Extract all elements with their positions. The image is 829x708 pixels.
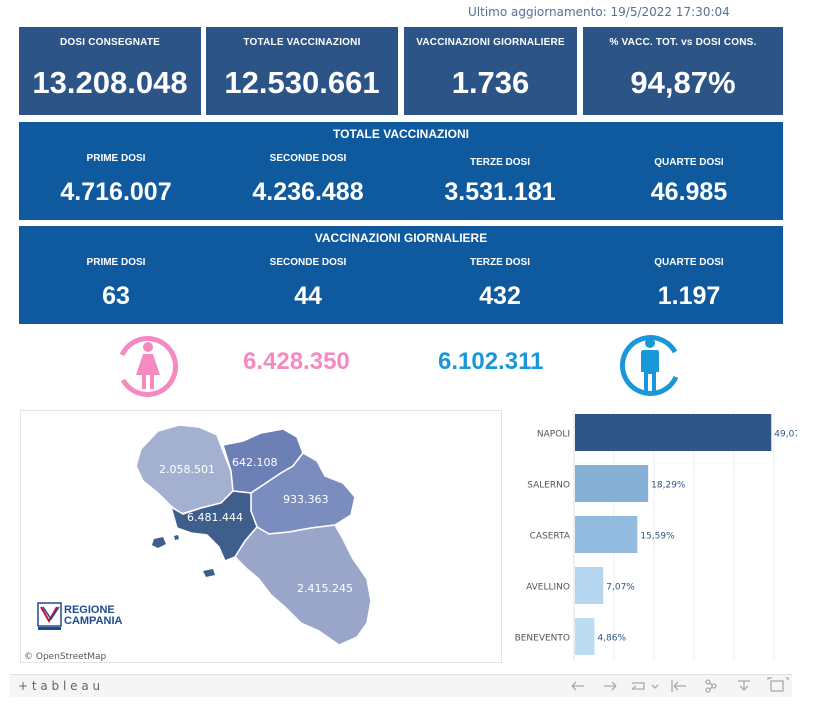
cell-value: 1.197 bbox=[657, 282, 721, 310]
female-count: 6.428.350 bbox=[243, 348, 350, 375]
bars: NAPOLI 49,07% SALERNO 18,29% CASERTA 15,59% AV… bbox=[515, 414, 797, 655]
male-count: 6.102.311 bbox=[438, 348, 544, 375]
tableau-logo[interactable]: + t a b l e a u bbox=[18, 679, 100, 693]
bar-category-label: BENEVENTO bbox=[515, 634, 570, 644]
cell-label: QUARTE DOSI bbox=[654, 157, 724, 168]
revert-icon[interactable] bbox=[631, 682, 659, 690]
cell-label: TERZE DOSI bbox=[469, 157, 530, 168]
cell-value: 4.716.007 bbox=[60, 178, 172, 206]
kpi-label: VACCINAZIONI GIORNALIERE bbox=[416, 37, 565, 48]
map-panel[interactable]: 2.058.501 642.108 933.363 6.481.444 2.41… bbox=[20, 410, 502, 663]
giornaliere-seconde-dosi: SECONDE DOSI 44 bbox=[228, 257, 388, 311]
bar-category-label: NAPOLI bbox=[537, 430, 570, 440]
map-label-benevento: 642.108 bbox=[232, 456, 278, 469]
osm-attribution[interactable]: © OpenStreetMap bbox=[24, 652, 107, 662]
campania-map[interactable]: 2.058.501 642.108 933.363 6.481.444 2.41… bbox=[21, 411, 501, 662]
kpi-vaccinazioni-giornaliere: VACCINAZIONI GIORNALIERE 1.736 bbox=[404, 27, 577, 115]
kpi-label: DOSI CONSEGNATE bbox=[59, 37, 161, 48]
cell-value: 44 bbox=[294, 282, 322, 310]
vaccinazioni-giornaliere-panel: VACCINAZIONI GIORNALIERE PRIME DOSI 63 S… bbox=[19, 226, 783, 324]
bar-value-label: 49,07% bbox=[774, 430, 797, 440]
bar-value-label: 7,07% bbox=[606, 583, 635, 593]
bar-caserta[interactable] bbox=[575, 516, 638, 553]
cell-label: PRIME DOSI bbox=[86, 257, 146, 268]
bar-benevento[interactable] bbox=[575, 618, 595, 655]
cell-label: QUARTE DOSI bbox=[654, 257, 724, 268]
logo-line1: REGIONE bbox=[64, 604, 115, 616]
female-icon bbox=[119, 336, 179, 397]
pause-icon[interactable] bbox=[671, 680, 686, 692]
kpi-label: % VACC. TOT. vs DOSI CONS. bbox=[609, 37, 757, 48]
cell-value: 4.236.488 bbox=[252, 178, 364, 206]
totale-terze-dosi: TERZE DOSI 3.531.181 bbox=[420, 157, 580, 207]
cell-value: 3.531.181 bbox=[444, 178, 556, 206]
giornaliere-quarte-dosi: QUARTE DOSI 1.197 bbox=[609, 257, 769, 311]
island-ischia bbox=[152, 537, 166, 548]
cell-value: 46.985 bbox=[650, 178, 728, 206]
kpi-value: 12.530.661 bbox=[224, 65, 380, 100]
kpi-label: TOTALE VACCINAZIONI bbox=[243, 37, 361, 48]
panel-title: VACCINAZIONI GIORNALIERE bbox=[314, 231, 488, 245]
redo-icon[interactable] bbox=[604, 681, 617, 691]
bar-avellino[interactable] bbox=[575, 567, 604, 604]
bar-salerno[interactable] bbox=[575, 465, 649, 502]
bar-category-label: CASERTA bbox=[530, 532, 571, 542]
undo-icon[interactable] bbox=[571, 681, 584, 691]
bar-value-label: 18,29% bbox=[651, 481, 686, 491]
cell-value: 432 bbox=[479, 282, 521, 310]
kpi-value: 13.208.048 bbox=[32, 65, 188, 100]
island-procida bbox=[174, 535, 179, 540]
male-icon bbox=[619, 335, 679, 396]
kpi-percentuale-vaccinazioni: % VACC. TOT. vs DOSI CONS. 94,87% bbox=[583, 27, 783, 115]
province-salerno bbox=[234, 524, 372, 646]
kpi-value: 1.736 bbox=[451, 65, 530, 100]
bar-category-label: SALERNO bbox=[527, 481, 570, 491]
kpi-dosi-consegnate: DOSI CONSEGNATE 13.208.048 bbox=[19, 27, 201, 115]
map-label-salerno: 2.415.245 bbox=[297, 582, 353, 595]
download-icon[interactable] bbox=[738, 680, 750, 691]
totale-quarte-dosi: QUARTE DOSI 46.985 bbox=[609, 157, 769, 207]
cell-label: TERZE DOSI bbox=[469, 257, 530, 268]
kpi-value: 94,87% bbox=[630, 65, 736, 100]
regione-campania-logo: REGIONE CAMPANIA bbox=[37, 602, 123, 630]
totale-vaccinazioni-panel: TOTALE VACCINAZIONI PRIME DOSI 4.716.007… bbox=[19, 122, 783, 220]
map-label-napoli: 6.481.444 bbox=[187, 511, 243, 524]
province-bar-chart[interactable]: NAPOLI 49,07% SALERNO 18,29% CASERTA 15,59% AV… bbox=[505, 410, 797, 666]
cell-value: 63 bbox=[102, 282, 130, 310]
map-label-caserta: 2.058.501 bbox=[159, 463, 215, 476]
giornaliere-terze-dosi: TERZE DOSI 432 bbox=[420, 257, 580, 311]
giornaliere-prime-dosi: PRIME DOSI 63 bbox=[36, 257, 196, 311]
bar-value-label: 4,86% bbox=[597, 634, 626, 644]
bar-napoli[interactable] bbox=[575, 414, 772, 451]
totale-seconde-dosi: SECONDE DOSI 4.236.488 bbox=[228, 153, 388, 207]
kpi-totale-vaccinazioni: TOTALE VACCINAZIONI 12.530.661 bbox=[206, 27, 398, 115]
share-icon[interactable] bbox=[705, 679, 717, 693]
cell-label: SECONDE DOSI bbox=[269, 153, 347, 164]
bar-category-label: AVELLINO bbox=[526, 583, 570, 593]
map-label-avellino: 933.363 bbox=[283, 493, 329, 506]
bar-value-label: 15,59% bbox=[640, 532, 675, 542]
panel-title: TOTALE VACCINAZIONI bbox=[333, 127, 469, 141]
fullscreen-icon[interactable] bbox=[767, 677, 789, 692]
cell-label: PRIME DOSI bbox=[86, 153, 146, 164]
tableau-toolbar: + t a b l e a u bbox=[10, 674, 792, 697]
last-update-text: Ultimo aggiornamento: 19/5/2022 17:30:04 bbox=[468, 5, 730, 19]
cell-label: SECONDE DOSI bbox=[269, 257, 347, 268]
logo-line2: CAMPANIA bbox=[64, 615, 123, 627]
island-capri bbox=[203, 569, 215, 577]
totale-prime-dosi: PRIME DOSI 4.716.007 bbox=[36, 153, 196, 207]
